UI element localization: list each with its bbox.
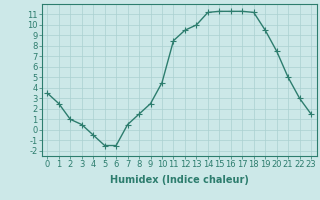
X-axis label: Humidex (Indice chaleur): Humidex (Indice chaleur) (110, 175, 249, 185)
